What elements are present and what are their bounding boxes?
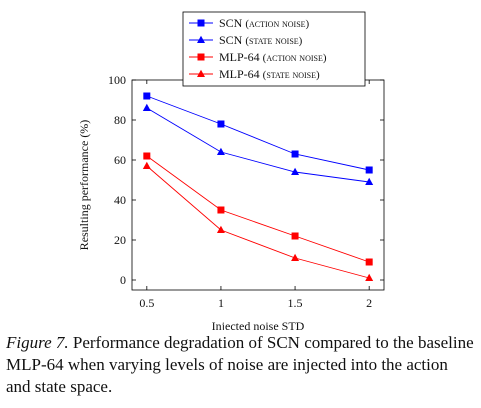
legend-marker xyxy=(197,53,205,61)
legend-marker xyxy=(197,19,205,27)
data-point xyxy=(216,147,225,155)
figure-caption: Figure 7. Performance degradation of SCN… xyxy=(6,332,476,398)
y-tick-label: 60 xyxy=(114,153,126,167)
x-tick-label: 2 xyxy=(366,296,372,310)
legend-marker xyxy=(197,35,205,43)
x-axis-label: Injected noise STD xyxy=(212,319,305,330)
data-point xyxy=(217,120,225,128)
y-tick-label: 40 xyxy=(114,193,126,207)
data-point xyxy=(291,253,300,261)
legend-label: SCN (action noise) xyxy=(219,16,310,30)
data-point xyxy=(291,232,299,240)
data-point xyxy=(365,273,374,281)
y-tick-label: 80 xyxy=(114,113,126,127)
axes: 0 20 40 60 80 100 0.5 1 1.5 2 Injected noise STD Re… xyxy=(77,73,385,330)
legend-box xyxy=(182,11,366,87)
legend-marker xyxy=(197,69,205,77)
data-point xyxy=(143,92,151,100)
legend-item-4: MLP-64 (state noise) xyxy=(189,67,320,81)
series-line xyxy=(146,165,370,279)
legend-label: SCN (state noise) xyxy=(219,33,303,47)
data-point xyxy=(291,150,299,158)
legend-label: MLP-64 (state noise) xyxy=(219,67,320,81)
data-point xyxy=(142,103,151,111)
series-2 xyxy=(142,103,374,185)
legend-item-1: SCN (action noise) xyxy=(189,16,310,30)
data-point xyxy=(291,167,300,175)
y-tick-label: 0 xyxy=(120,273,126,287)
series-line xyxy=(146,107,370,183)
data-point xyxy=(142,161,151,169)
series-layer xyxy=(142,92,374,281)
x-tick-label: 0.5 xyxy=(139,296,154,310)
chart: 0 20 40 60 80 100 0.5 1 1.5 2 Injected noise STD Re… xyxy=(77,11,385,330)
data-point xyxy=(216,225,225,233)
series-1 xyxy=(143,92,373,174)
legend-item-3: MLP-64 (action noise) xyxy=(189,50,327,64)
legend-item-2: SCN (state noise) xyxy=(189,33,303,47)
x-tick-label: 1 xyxy=(218,296,224,310)
series-line xyxy=(146,155,370,263)
y-axis-label: Resulting performance (%) xyxy=(77,120,91,251)
data-point xyxy=(365,177,374,185)
plot-frame xyxy=(131,79,385,291)
data-point xyxy=(365,166,373,174)
figure-label: Figure 7. xyxy=(6,333,69,352)
y-tick-label: 20 xyxy=(114,233,126,247)
data-point xyxy=(365,258,373,266)
legend: SCN (action noise) SCN (state noise) MLP-6… xyxy=(182,11,366,87)
caption-text: Performance degradation of SCN compared … xyxy=(6,333,474,396)
x-tick-label: 1.5 xyxy=(288,296,303,310)
data-point xyxy=(217,206,225,214)
data-point xyxy=(143,152,151,160)
y-tick-label: 100 xyxy=(108,73,126,87)
series-4 xyxy=(142,161,374,281)
series-line xyxy=(146,95,370,171)
series-3 xyxy=(143,152,373,266)
legend-label: MLP-64 (action noise) xyxy=(219,50,327,64)
